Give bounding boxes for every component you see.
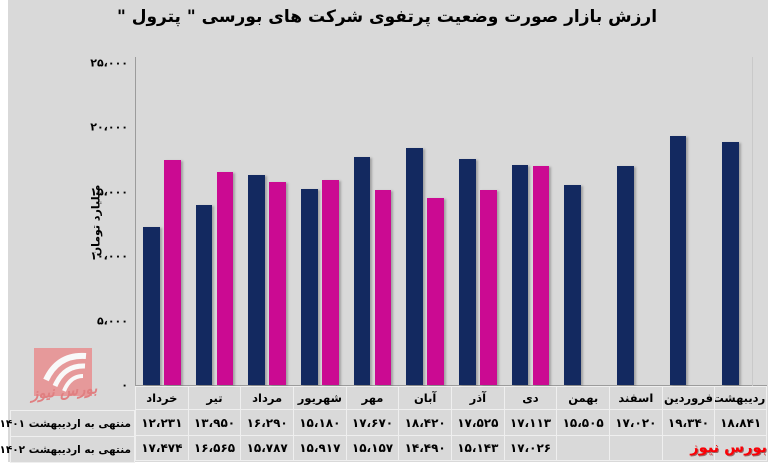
value-1402-2: ۱۵،۷۸۷	[240, 436, 293, 461]
value-1402-3: ۱۵،۹۱۷	[293, 436, 346, 461]
bar-1402-1	[216, 171, 234, 385]
y-tick-label: ۱۰،۰۰۰	[90, 249, 128, 263]
bar-1402-4	[374, 189, 392, 385]
plot-right-border	[752, 57, 753, 386]
bar-1401-10	[669, 135, 687, 385]
bar-1401-4	[353, 157, 371, 385]
value-1402-6: ۱۵،۱۴۳	[451, 436, 504, 461]
value-1401-1: ۱۳،۹۵۰	[187, 410, 241, 436]
value-1402-10	[661, 436, 715, 461]
month-label-2: مرداد	[240, 386, 293, 410]
month-label-0: خرداد	[135, 386, 188, 410]
value-1402-7: ۱۷،۰۲۶	[503, 436, 557, 461]
value-1402-4: ۱۵،۱۵۷	[345, 436, 399, 461]
value-1401-11: ۱۸،۸۴۱	[714, 410, 767, 436]
month-label-8: بهمن	[556, 386, 609, 410]
value-1401-9: ۱۷،۰۲۰	[609, 410, 662, 436]
value-1401-5: ۱۸،۴۲۰	[398, 410, 451, 436]
x-axis-line	[135, 385, 767, 386]
month-label-1: تیر	[187, 386, 241, 410]
bar-1401-1	[195, 205, 213, 385]
month-label-7: دی	[503, 386, 557, 410]
plot-area	[135, 57, 767, 385]
value-1402-1: ۱۶،۵۶۵	[187, 436, 241, 461]
value-1401-4: ۱۷،۶۷۰	[345, 410, 399, 436]
legend-label-1402: منتهی به اردیبهشت ۱۴۰۲	[0, 443, 131, 456]
bar-1402-0	[164, 159, 181, 385]
bourse-news-logo-icon	[34, 348, 92, 396]
bar-1402-6	[480, 189, 497, 385]
value-1401-2: ۱۶،۲۹۰	[240, 410, 293, 436]
value-1402-0: ۱۷،۴۷۴	[135, 436, 188, 461]
bar-1401-11	[722, 142, 739, 385]
month-label-3: شهریور	[293, 386, 346, 410]
y-axis-line	[135, 57, 136, 386]
value-1401-0: ۱۲،۲۳۱	[135, 410, 188, 436]
data-table: خرداد تیر مرداد شهریور مهر آبان آذر دی بهمن اسفند…	[135, 386, 767, 461]
bar-1401-0	[143, 227, 160, 385]
y-tick-label: ۱۵،۰۰۰	[90, 185, 128, 199]
month-label-11: اردیبهشت	[714, 386, 767, 410]
value-1402-8	[556, 436, 609, 461]
legend-row-1402: منتهی به اردیبهشت ۱۴۰۲	[0, 437, 135, 463]
month-label-9: اسفند	[609, 386, 662, 410]
bourse-news-brand: بورس نیوز	[690, 440, 767, 456]
legend-row-headers: منتهی به اردیبهشت ۱۴۰۱ منتهی به اردیبهشت…	[0, 410, 135, 463]
month-label-6: آذر	[451, 386, 504, 410]
bar-1401-3	[301, 189, 318, 385]
value-1401-7: ۱۷،۱۱۳	[503, 410, 557, 436]
bar-1402-2	[269, 181, 286, 385]
bar-1401-5	[406, 147, 423, 385]
month-label-10: فروردین	[661, 386, 715, 410]
y-tick-label: ۲۰،۰۰۰	[90, 120, 128, 134]
bar-1401-2	[248, 175, 265, 385]
value-1401-8: ۱۵،۵۰۵	[556, 410, 609, 436]
value-1401-6: ۱۷،۵۲۵	[451, 410, 504, 436]
month-label-4: مهر	[345, 386, 399, 410]
month-label-5: آبان	[398, 386, 451, 410]
value-1401-10: ۱۹،۳۴۰	[661, 410, 715, 436]
y-tick-label: ۵،۰۰۰	[96, 314, 128, 328]
y-tick-label: ۲۵،۰۰۰	[90, 56, 128, 70]
value-1401-3: ۱۵،۱۸۰	[293, 410, 346, 436]
bar-1401-8	[564, 185, 581, 385]
value-1402-9	[609, 436, 662, 461]
value-1402-5: ۱۴،۴۹۰	[398, 436, 451, 461]
bar-1401-6	[459, 159, 476, 385]
legend-label-1401: منتهی به اردیبهشت ۱۴۰۱	[0, 417, 131, 430]
value-1402-11	[714, 436, 767, 461]
y-tick-label: ۰	[121, 378, 128, 392]
bar-1402-5	[427, 198, 444, 385]
bar-1402-3	[322, 180, 339, 385]
legend-row-1401: منتهی به اردیبهشت ۱۴۰۱	[0, 410, 135, 437]
bar-1401-7	[511, 164, 529, 385]
chart-title: ارزش بازار صورت وضعیت پرتفوی شرکت های بو…	[116, 7, 658, 27]
bar-1402-7	[532, 165, 550, 385]
bar-1401-9	[617, 165, 634, 385]
